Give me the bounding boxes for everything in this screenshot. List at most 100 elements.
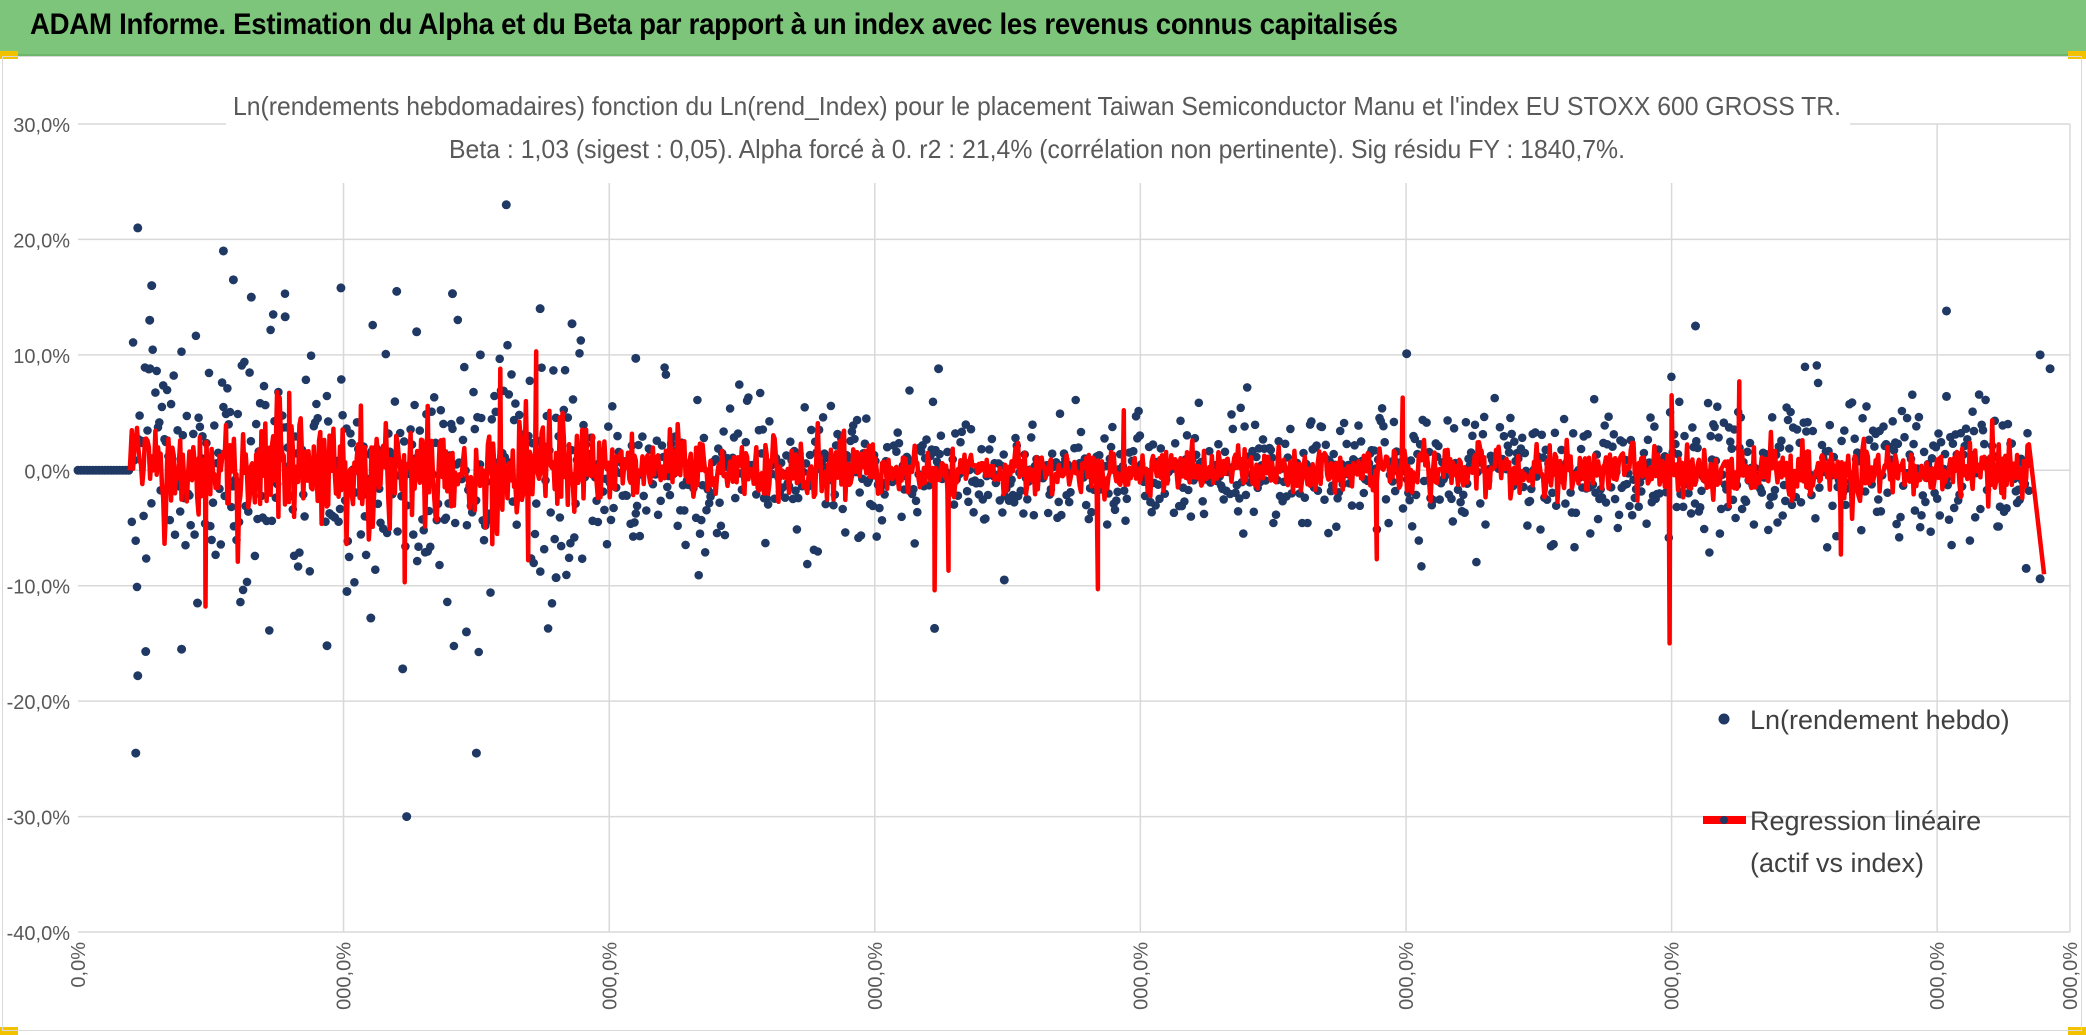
data-point	[1981, 395, 1990, 405]
data-point	[543, 624, 553, 633]
data-point	[477, 413, 486, 423]
data-point	[356, 530, 366, 539]
data-point	[635, 531, 645, 541]
data-point	[998, 508, 1007, 517]
data-point	[2002, 504, 2011, 513]
data-point	[1456, 497, 1465, 507]
data-point	[399, 437, 409, 446]
data-point	[2023, 428, 2032, 438]
data-point	[1936, 437, 1946, 447]
data-point	[1571, 508, 1581, 518]
data-point	[818, 413, 828, 422]
x-tick-label: 000,0%	[865, 942, 887, 1010]
data-point	[456, 416, 465, 425]
data-point	[943, 447, 952, 457]
data-point-outlier	[447, 289, 457, 299]
data-point	[695, 529, 705, 538]
data-point-outlier	[280, 312, 290, 322]
data-point	[1549, 539, 1558, 549]
legend-label-scatter: Ln(rendement hebdo)	[1750, 705, 2010, 735]
data-point	[141, 554, 151, 563]
data-point	[1764, 525, 1773, 535]
data-point	[1148, 440, 1158, 449]
data-point	[1900, 432, 1909, 442]
data-point-outlier	[218, 246, 228, 256]
data-point	[190, 530, 199, 539]
data-point	[909, 484, 918, 494]
data-point	[560, 365, 570, 375]
data-point	[1057, 510, 1066, 520]
data-point-outlier	[1941, 306, 1951, 316]
data-point	[1749, 520, 1759, 529]
data-point	[800, 403, 809, 412]
data-point	[1893, 439, 1903, 449]
y-tick-label: -40,0%	[7, 923, 71, 945]
data-point	[1825, 420, 1835, 430]
data-point	[148, 345, 157, 355]
regression-line	[127, 349, 2047, 646]
data-point	[1604, 412, 1613, 422]
data-point	[1613, 523, 1623, 533]
data-point	[1258, 435, 1268, 444]
data-point	[1643, 435, 1653, 445]
data-point	[1730, 425, 1739, 434]
data-point	[251, 419, 261, 429]
data-point	[1121, 516, 1130, 525]
data-point	[1894, 533, 1904, 542]
data-point	[1300, 493, 1310, 503]
data-point	[609, 503, 618, 513]
data-point	[238, 585, 248, 595]
data-point	[821, 499, 830, 509]
data-point	[474, 647, 484, 657]
data-point	[1095, 450, 1104, 460]
data-point	[1970, 513, 1980, 522]
data-point	[1889, 446, 1899, 455]
data-point	[186, 520, 195, 530]
data-point	[1912, 422, 1921, 431]
data-point	[429, 393, 439, 402]
data-point	[449, 641, 459, 651]
data-point	[1220, 447, 1230, 457]
data-point	[1324, 528, 1333, 538]
data-point	[1548, 488, 1557, 498]
data-point	[807, 425, 816, 435]
data-point	[1504, 448, 1514, 457]
x-tick-label: 000,0%	[2060, 942, 2082, 1010]
data-point-outlier	[1691, 321, 1701, 331]
data-point	[1902, 413, 1912, 423]
data-point	[1828, 501, 1837, 511]
chart-subtitle: Beta : 1,03 (sigest : 0,05). Alpha forcé…	[449, 134, 1625, 164]
data-point	[1239, 529, 1248, 538]
data-point	[1023, 495, 1032, 504]
data-point	[1741, 497, 1751, 507]
data-point-outlier	[366, 613, 376, 623]
y-tick-label: 0,0%	[24, 461, 70, 483]
data-point	[536, 567, 545, 576]
data-point	[313, 413, 323, 423]
data-point	[1650, 422, 1659, 431]
data-point	[338, 410, 347, 420]
data-point	[630, 518, 639, 527]
data-point	[1767, 413, 1777, 422]
data-point-outlier	[398, 664, 408, 674]
data-point	[301, 375, 311, 385]
data-point	[1266, 445, 1276, 455]
data-point	[267, 516, 277, 526]
data-point	[435, 560, 444, 570]
data-point	[1675, 397, 1684, 407]
data-point	[850, 434, 859, 444]
data-point	[441, 513, 451, 523]
data-point	[656, 496, 665, 506]
data-point	[335, 504, 345, 514]
data-point	[1921, 497, 1930, 507]
data-point	[1802, 427, 1811, 436]
data-point-outlier	[2021, 563, 2031, 573]
data-point	[576, 336, 586, 345]
data-point	[1693, 443, 1702, 453]
data-point	[1235, 494, 1244, 503]
data-point	[673, 521, 682, 531]
data-point	[693, 395, 702, 405]
data-point	[322, 391, 332, 401]
data-point-outlier	[402, 812, 412, 822]
data-point	[1697, 486, 1706, 496]
